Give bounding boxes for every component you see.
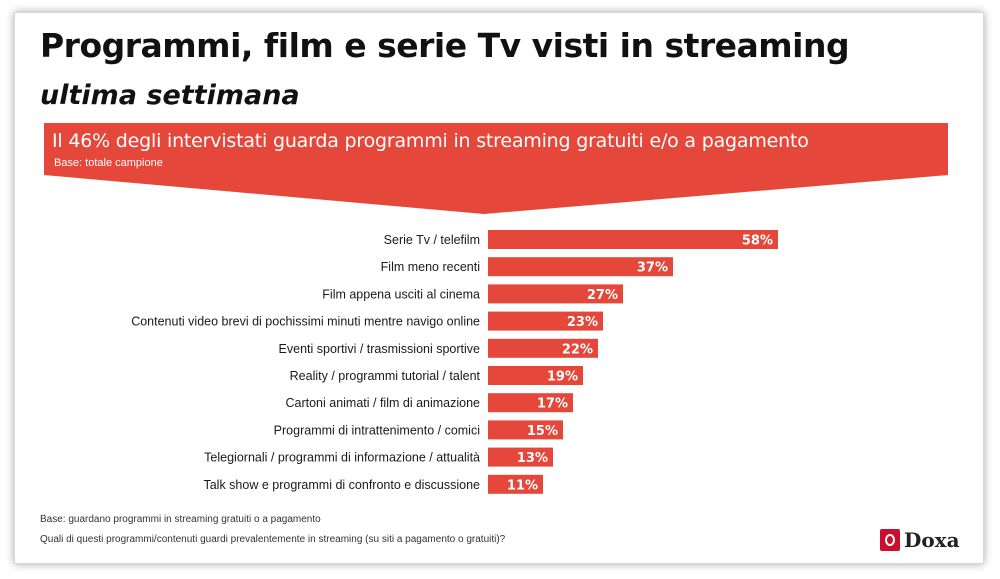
doxa-logo: Doxa — [880, 528, 960, 552]
bar — [488, 257, 673, 277]
footnote-question: Quali di questi programmi/contenuti guar… — [40, 534, 506, 545]
value-label: 19% — [547, 370, 578, 385]
value-label: 11% — [507, 478, 538, 493]
category-label: Film appena usciti al cinema — [322, 287, 480, 301]
page-title: Programmi, film e serie Tv visti in stre… — [40, 26, 850, 65]
bar — [488, 447, 553, 467]
category-label: Telegiornali / programmi di informazione… — [204, 451, 480, 465]
banner-base-note: Base: totale campione — [54, 157, 163, 169]
category-label: Contenuti video brevi di pochissimi minu… — [131, 315, 480, 329]
bar — [488, 420, 563, 440]
category-label: Cartoni animati / film di animazione — [285, 396, 480, 410]
doxa-logo-icon — [880, 529, 900, 551]
category-label: Film meno recenti — [381, 260, 480, 274]
page-subtitle: ultima settimana — [40, 80, 300, 111]
banner-arrow-shape — [44, 123, 948, 214]
category-label: Serie Tv / telefilm — [384, 233, 480, 247]
value-label: 22% — [562, 342, 593, 357]
bar — [488, 338, 598, 358]
value-label: 58% — [742, 234, 773, 249]
value-label: 15% — [527, 424, 558, 439]
value-label: 13% — [517, 451, 548, 466]
bar — [488, 230, 778, 249]
category-label: Programmi di intrattenimento / comici — [274, 423, 480, 437]
category-label: Eventi sportivi / trasmissioni sportive — [279, 342, 481, 356]
category-label: Reality / programmi tutorial / talent — [290, 369, 481, 383]
bar — [488, 474, 543, 494]
bar — [488, 393, 573, 413]
footnote-base: Base: guardano programmi in streaming gr… — [40, 514, 321, 525]
doxa-logo-text: Doxa — [904, 528, 960, 552]
value-label: 17% — [537, 397, 568, 412]
category-label: Talk show e programmi di confronto e dis… — [203, 478, 480, 492]
banner-headline: Il 46% degli intervistati guarda program… — [52, 130, 809, 152]
value-label: 27% — [587, 288, 618, 303]
bar — [488, 311, 603, 331]
bar — [488, 366, 583, 385]
value-label: 37% — [637, 261, 668, 276]
bar — [488, 284, 623, 304]
value-label: 23% — [567, 315, 598, 330]
